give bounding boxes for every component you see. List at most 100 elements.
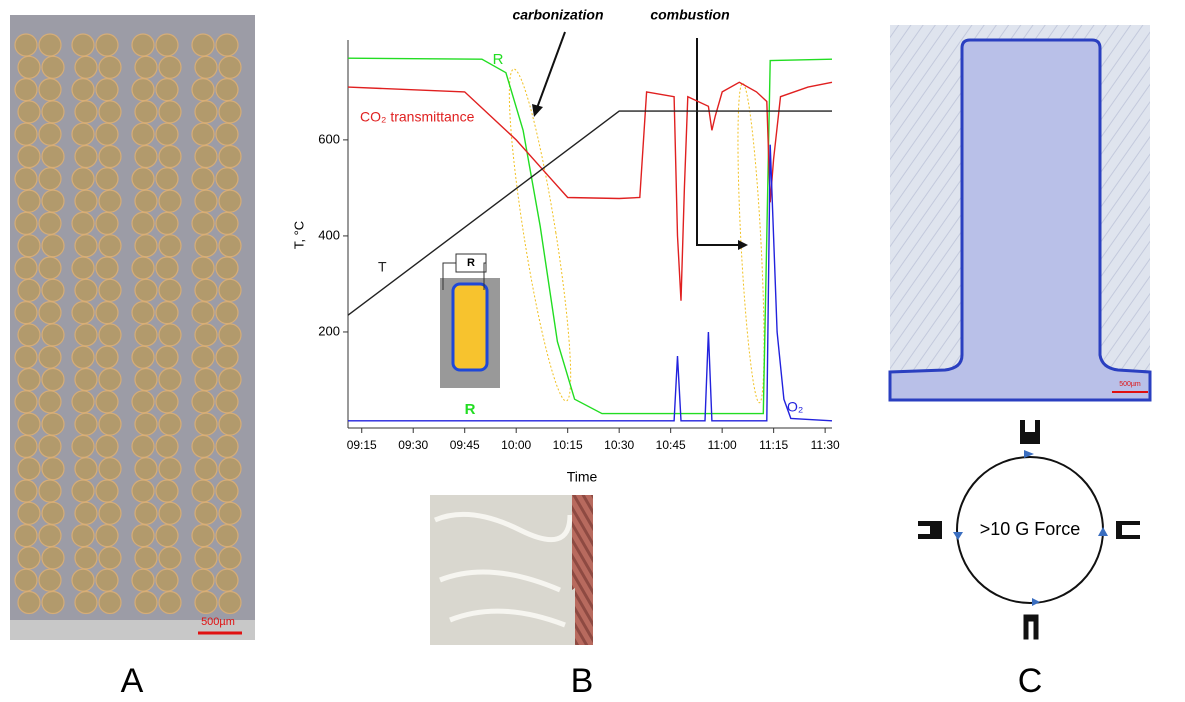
cell <box>216 480 238 502</box>
cell <box>39 168 61 190</box>
cell <box>135 369 157 391</box>
cell <box>135 235 157 257</box>
cell <box>15 346 37 368</box>
cell <box>15 212 37 234</box>
cell <box>195 592 217 614</box>
cell <box>96 257 118 279</box>
y-tick-label: 400 <box>318 227 340 242</box>
cell <box>18 190 40 212</box>
cell <box>156 79 178 101</box>
cell <box>15 525 37 547</box>
cell <box>216 212 238 234</box>
series-label: T <box>378 259 387 275</box>
cell <box>39 257 61 279</box>
inset-label: R <box>467 257 475 269</box>
cell <box>72 480 94 502</box>
x-tick-label: 11:15 <box>759 438 788 452</box>
cell <box>39 212 61 234</box>
annotation: carbonization <box>512 7 603 23</box>
cell <box>216 123 238 145</box>
cell <box>42 502 64 524</box>
cell <box>96 569 118 591</box>
cell <box>195 279 217 301</box>
cell <box>156 257 178 279</box>
cell <box>132 435 154 457</box>
cell <box>216 435 238 457</box>
cell <box>39 346 61 368</box>
cell <box>132 302 154 324</box>
centrifuge-diagram: >10 G Force <box>918 420 1140 639</box>
cell <box>156 435 178 457</box>
x-tick-label: 10:15 <box>553 438 583 452</box>
cell <box>195 413 217 435</box>
cell <box>72 525 94 547</box>
cell <box>96 525 118 547</box>
highlight <box>498 67 582 404</box>
cell <box>75 235 97 257</box>
cell <box>96 302 118 324</box>
cell <box>15 79 37 101</box>
cell <box>216 569 238 591</box>
cell <box>135 413 157 435</box>
cell <box>159 101 181 123</box>
cell <box>132 79 154 101</box>
cell <box>159 369 181 391</box>
cell <box>192 123 214 145</box>
cell <box>75 458 97 480</box>
cell <box>42 547 64 569</box>
cell <box>75 190 97 212</box>
cell <box>159 235 181 257</box>
cell <box>99 502 121 524</box>
series-label: O₂ <box>787 399 803 415</box>
cell <box>99 101 121 123</box>
cell <box>99 146 121 168</box>
series-line <box>348 111 832 315</box>
cell <box>18 369 40 391</box>
photo-c: 500µm <box>890 25 1150 400</box>
cell <box>72 435 94 457</box>
figure: 500µm A T, °C Time R carbonization combu… <box>0 0 1185 702</box>
cell <box>216 257 238 279</box>
cell <box>156 525 178 547</box>
annotation: combustion <box>650 7 729 23</box>
cell <box>159 324 181 346</box>
cell <box>195 502 217 524</box>
cell <box>192 34 214 56</box>
cell <box>42 101 64 123</box>
cell <box>135 592 157 614</box>
cell <box>135 458 157 480</box>
cell <box>96 346 118 368</box>
cell <box>96 480 118 502</box>
cell <box>132 123 154 145</box>
cell <box>195 235 217 257</box>
cell <box>96 123 118 145</box>
cell <box>39 480 61 502</box>
cell <box>39 435 61 457</box>
cell <box>156 569 178 591</box>
cell <box>75 547 97 569</box>
y-tick-label: 600 <box>318 131 340 146</box>
cell <box>192 79 214 101</box>
cell <box>75 56 97 78</box>
cell <box>156 302 178 324</box>
cell <box>96 435 118 457</box>
cell <box>72 168 94 190</box>
inset: R <box>440 254 500 388</box>
cell <box>156 34 178 56</box>
cell <box>18 101 40 123</box>
cell <box>156 168 178 190</box>
scale-bar-label: 500µm <box>1119 381 1141 388</box>
cell <box>219 101 241 123</box>
cell <box>219 56 241 78</box>
x-tick-label: 11:00 <box>708 438 737 452</box>
cell <box>18 413 40 435</box>
cell <box>219 547 241 569</box>
cell <box>72 257 94 279</box>
x-axis-label: Time <box>567 469 598 485</box>
cell <box>99 547 121 569</box>
cell <box>132 346 154 368</box>
cell <box>135 146 157 168</box>
cell <box>216 346 238 368</box>
cell <box>156 346 178 368</box>
cell <box>72 34 94 56</box>
